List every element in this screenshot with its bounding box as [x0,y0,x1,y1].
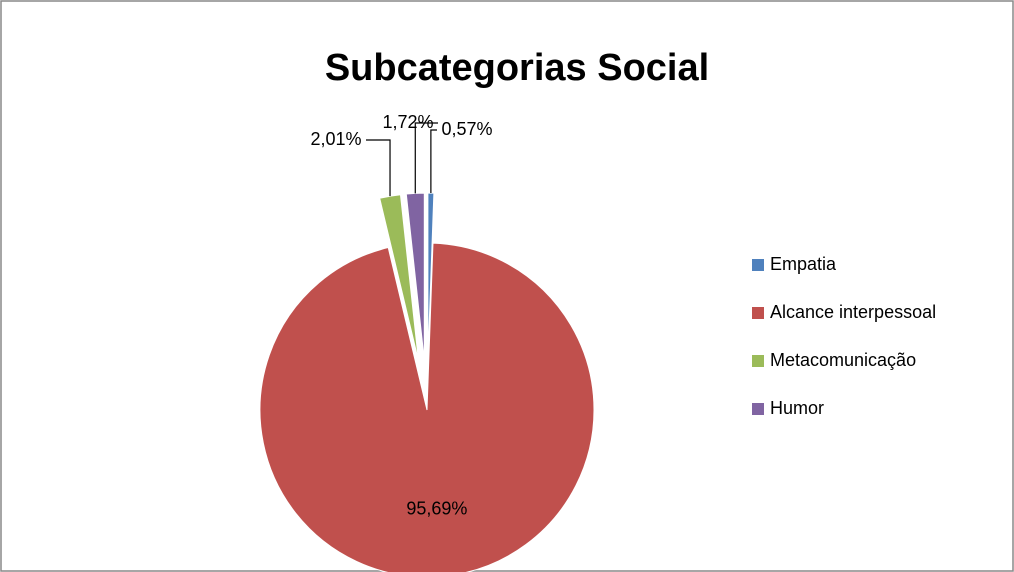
pie-slice [259,242,595,572]
legend-label: Alcance interpessoal [770,302,936,322]
data-label: 2,01% [310,129,361,149]
legend-swatch [752,355,764,367]
legend-swatch [752,259,764,271]
legend-label: Humor [770,398,824,418]
legend-swatch [752,307,764,319]
leader-line [366,139,391,197]
data-label: 0,57% [441,119,492,139]
chart-title: Subcategorias Social [325,47,709,89]
legend-label: Metacomunicação [770,350,916,370]
legend-label: Empatia [770,254,837,274]
pie-slice [379,194,419,361]
legend-swatch [752,403,764,415]
leader-line [414,122,438,194]
leader-line [430,129,437,194]
data-label: 1,72% [382,112,433,132]
data-label: 95,69% [406,498,467,518]
